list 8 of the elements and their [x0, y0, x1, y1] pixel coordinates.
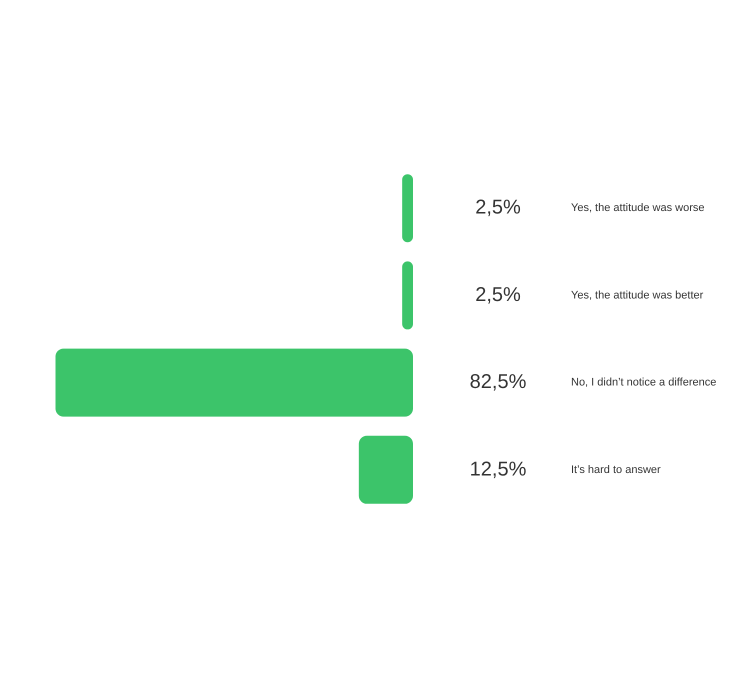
y-tick-label: No, I didn’t notice a difference — [571, 376, 716, 389]
data-label: 82,5% — [470, 371, 527, 394]
y-tick-label: Yes, the attitude was better — [571, 289, 704, 302]
data-label: 2,5% — [475, 196, 522, 219]
y-tick-label: It’s hard to answer — [571, 464, 662, 476]
data-label: 12,5% — [470, 458, 527, 480]
y-tick-label: Yes, the attitude was worse — [571, 202, 705, 214]
data-label: 2,5% — [475, 284, 522, 306]
